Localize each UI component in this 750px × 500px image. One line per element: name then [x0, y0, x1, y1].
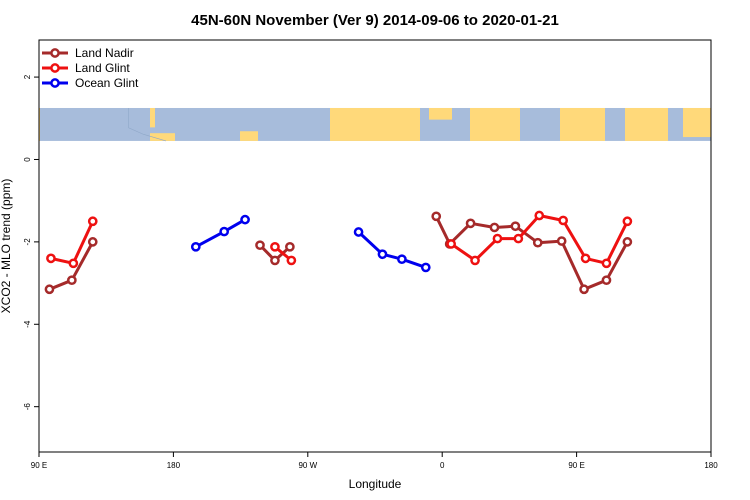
data-point-land-nadir [532, 237, 543, 248]
data-point-ocean-glint [397, 254, 407, 265]
map-land [429, 107, 452, 120]
data-point-land-nadir [285, 241, 295, 252]
legend-label: Land Nadir [75, 46, 134, 60]
data-point-land-glint [534, 210, 545, 221]
data-point-land-nadir [87, 237, 98, 247]
data-point-land-glint [580, 253, 591, 264]
axes: 90 E 180 90 W 0 90 E 180 2 0 -2 -4 -6 [23, 39, 718, 470]
series-land-nadir [44, 211, 633, 295]
world-map-strip [39, 107, 711, 142]
series-line-land-glint [50, 220, 95, 265]
data-point-land-glint [446, 239, 457, 249]
y-tick-label: 0 [23, 157, 32, 162]
data-point-land-nadir [44, 284, 55, 295]
data-point-land-glint [68, 258, 79, 269]
map-land [470, 107, 520, 141]
data-point-land-glint [558, 215, 569, 226]
legend-item-land-glint: Land Glint [42, 61, 130, 75]
x-tick-label: 90 E [31, 461, 47, 470]
legend-marker [50, 63, 60, 73]
data-point-land-glint [470, 255, 480, 266]
map-land [330, 107, 420, 141]
data-point-land-nadir [622, 237, 633, 247]
y-tick-label: -6 [23, 403, 32, 411]
legend-item-ocean-glint: Ocean Glint [42, 76, 139, 90]
data-point-ocean-glint [240, 214, 250, 225]
map-land [150, 107, 155, 128]
data-point-ocean-glint [353, 227, 364, 237]
data-point-land-glint [601, 258, 612, 269]
plot-area [44, 210, 633, 295]
chart-title: 45N-60N November (Ver 9) 2014-09-06 to 2… [191, 12, 559, 29]
x-tick-label: 90 W [298, 461, 317, 470]
y-tick-label: 2 [23, 74, 32, 79]
data-point-land-glint [286, 255, 297, 266]
data-point-land-nadir [431, 211, 442, 222]
series-line-ocean-glint [357, 230, 427, 269]
legend-marker [50, 78, 60, 88]
data-point-land-nadir [556, 236, 567, 246]
map-land [683, 107, 711, 138]
data-point-land-nadir [601, 275, 612, 286]
data-point-ocean-glint [377, 249, 388, 260]
map-land [150, 133, 175, 141]
x-tick-label: 180 [704, 461, 718, 470]
x-axis-label: Longitude [349, 477, 402, 491]
data-point-land-nadir [465, 218, 476, 229]
data-point-land-nadir [510, 221, 521, 232]
data-point-land-glint [270, 241, 280, 252]
map-land [625, 107, 668, 141]
legend-marker [50, 48, 60, 58]
data-point-land-glint [46, 253, 56, 264]
x-tick-label: 180 [167, 461, 181, 470]
x-tick-label: 0 [440, 461, 445, 470]
data-point-land-nadir [579, 284, 589, 295]
legend-item-land-nadir: Land Nadir [42, 46, 134, 60]
legend-label: Ocean Glint [75, 76, 139, 90]
data-point-land-nadir [270, 255, 280, 266]
map-coastline [128, 107, 167, 142]
map-land [240, 131, 258, 141]
data-point-ocean-glint [190, 241, 201, 252]
series-land-glint [46, 210, 633, 269]
series-ocean-glint [190, 214, 431, 273]
data-point-land-nadir [255, 240, 265, 251]
y-axis-label: XCO2 - MLO trend (ppm) [0, 179, 13, 314]
y-tick-label: -4 [23, 320, 32, 328]
x-tick-label: 90 E [568, 461, 584, 470]
data-point-land-glint [87, 216, 98, 227]
legend-label: Land Glint [75, 61, 130, 75]
data-point-land-glint [622, 216, 633, 227]
data-point-ocean-glint [219, 226, 230, 237]
y-tick-label: -2 [23, 238, 32, 246]
plot-frame [38, 39, 712, 453]
data-point-land-nadir [489, 222, 500, 233]
data-point-land-glint [513, 233, 524, 244]
series-line-land-nadir [434, 215, 629, 291]
map-land [560, 107, 605, 141]
data-point-land-glint [492, 233, 503, 244]
data-point-land-nadir [67, 275, 77, 286]
data-point-ocean-glint [420, 262, 431, 273]
